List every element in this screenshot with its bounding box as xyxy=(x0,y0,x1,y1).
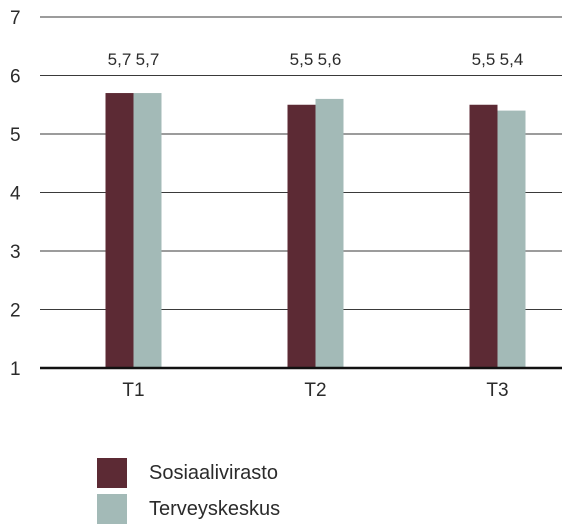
y-tick-label-3: 3 xyxy=(10,242,21,263)
y-tick-label-1: 1 xyxy=(10,359,21,380)
data-label-t1-terveyskeskus: 5,7 xyxy=(136,50,160,69)
legend-item-sosiaalivirasto: Sosiaalivirasto xyxy=(97,455,280,491)
bar-t3-terveyskeskus xyxy=(497,110,526,368)
data-label-t3-sosiaalivirasto: 5,5 xyxy=(472,50,496,69)
y-tick-label-5: 5 xyxy=(10,125,21,146)
legend-label-sosiaalivirasto: Sosiaalivirasto xyxy=(149,461,278,484)
bar-t1-sosiaalivirasto xyxy=(105,93,134,369)
data-label-t2-sosiaalivirasto: 5,5 xyxy=(290,50,314,69)
bar-t3-sosiaalivirasto xyxy=(469,104,498,368)
legend-label-terveyskeskus: Terveyskeskus xyxy=(149,497,281,520)
legend-item-terveyskeskus: Terveyskeskus xyxy=(97,491,280,527)
legend: Sosiaalivirasto Terveyskeskus xyxy=(97,455,280,527)
data-label-t1-sosiaalivirasto: 5,7 xyxy=(108,50,132,69)
y-tick-label-4: 4 xyxy=(10,184,21,205)
data-label-t3-terveyskeskus: 5,4 xyxy=(500,50,524,69)
data-label-t2-terveyskeskus: 5,6 xyxy=(318,50,342,69)
y-tick-label-7: 7 xyxy=(10,8,21,29)
bar-t2-terveyskeskus xyxy=(315,98,344,369)
y-tick-label-6: 6 xyxy=(10,67,21,88)
x-tick-label-t3: T3 xyxy=(486,380,508,401)
bar-t1-terveyskeskus xyxy=(133,93,162,369)
bar-t2-sosiaalivirasto xyxy=(287,104,316,368)
legend-swatch-sosiaalivirasto xyxy=(97,458,127,488)
x-tick-label-t1: T1 xyxy=(122,380,144,401)
x-tick-label-t2: T2 xyxy=(304,380,326,401)
y-tick-label-2: 2 xyxy=(10,301,21,322)
legend-swatch-terveyskeskus xyxy=(97,494,127,524)
